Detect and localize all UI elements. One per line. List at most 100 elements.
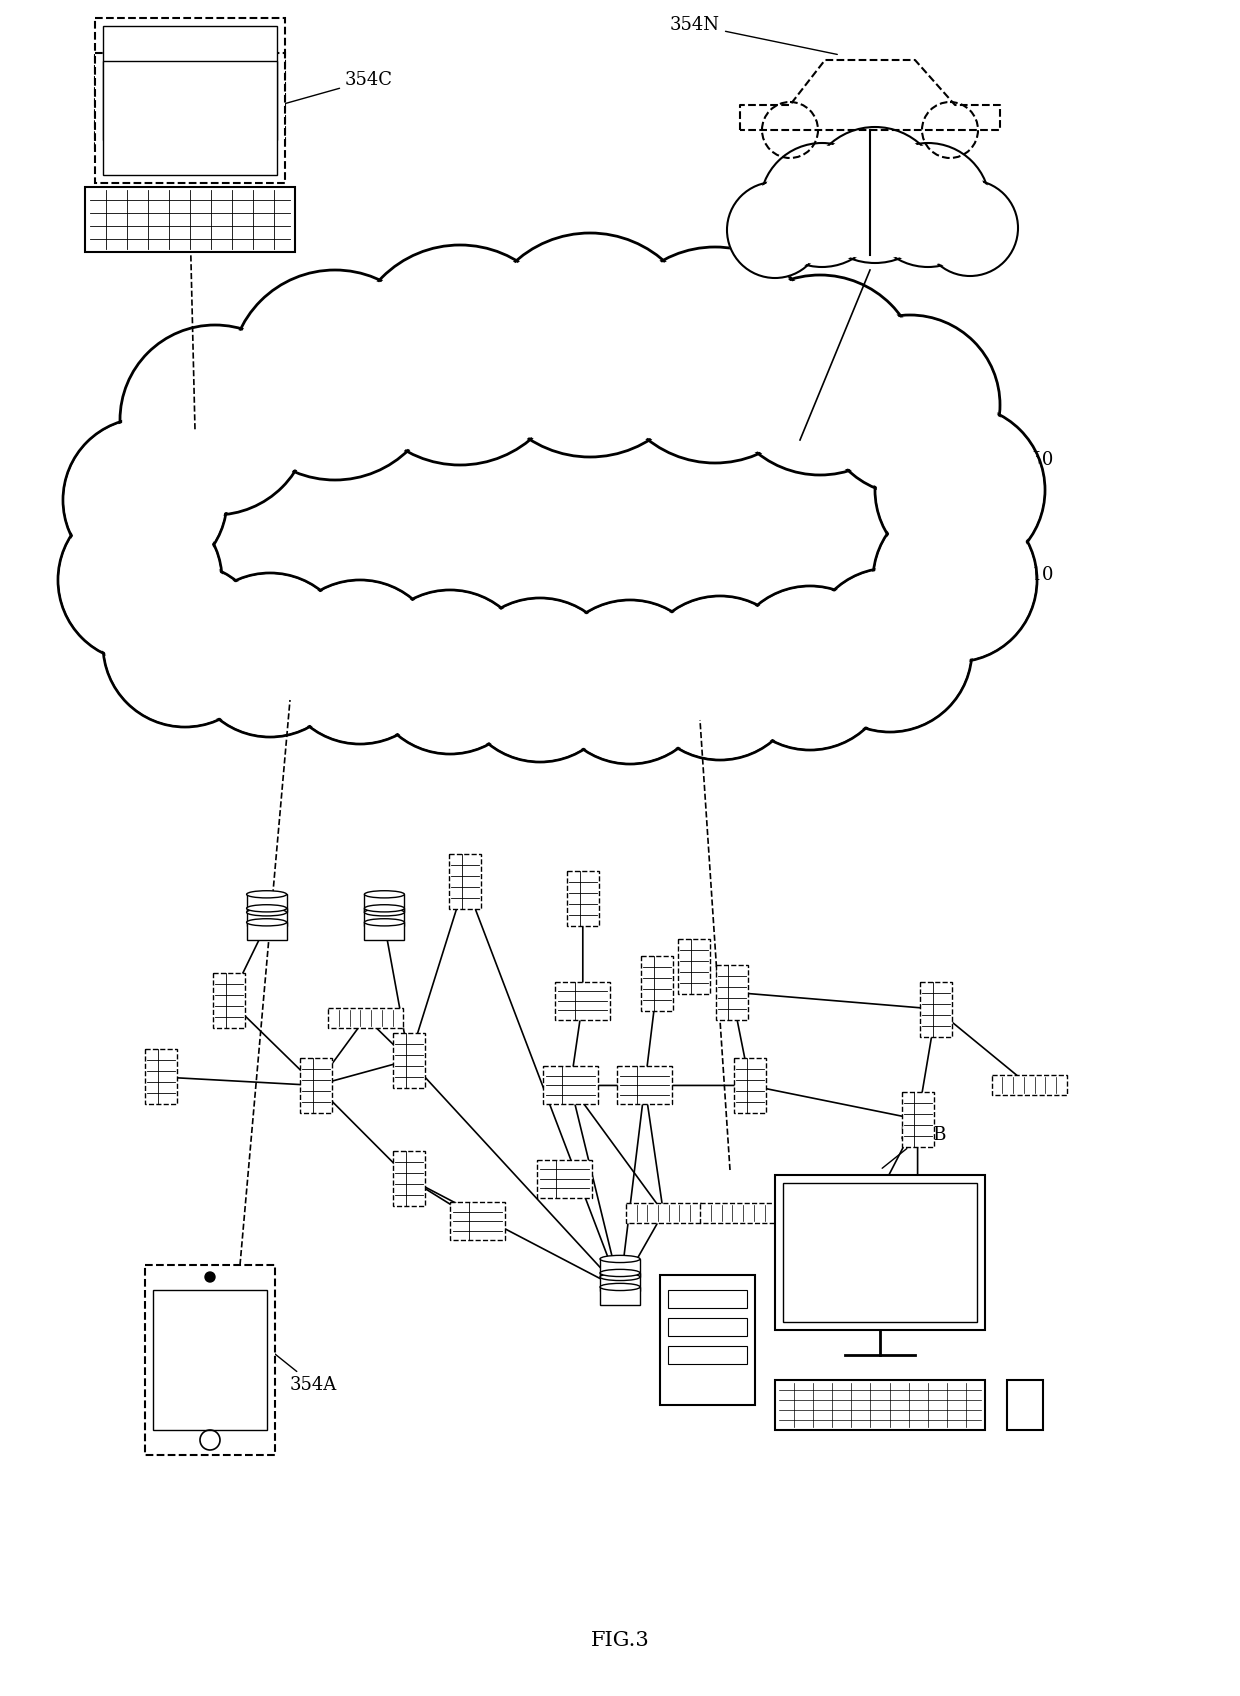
Circle shape [811, 131, 940, 259]
Circle shape [729, 185, 821, 275]
Circle shape [728, 587, 892, 750]
Bar [660, 1275, 755, 1404]
Circle shape [477, 232, 702, 456]
Circle shape [105, 565, 264, 724]
Bar [556, 982, 610, 1019]
Circle shape [481, 236, 698, 453]
Circle shape [610, 251, 820, 460]
Bar [668, 1291, 746, 1308]
Bar [701, 1202, 775, 1223]
Bar [103, 25, 277, 139]
Circle shape [120, 326, 310, 516]
Circle shape [353, 248, 567, 461]
Text: FIG.3: FIG.3 [590, 1630, 650, 1650]
Circle shape [808, 568, 972, 733]
Circle shape [727, 181, 823, 278]
Bar [543, 1067, 598, 1104]
Bar [782, 1184, 977, 1321]
Circle shape [278, 580, 441, 745]
Circle shape [873, 499, 1037, 661]
Circle shape [123, 327, 308, 512]
Bar [715, 965, 748, 1019]
Circle shape [641, 599, 800, 758]
Circle shape [350, 244, 570, 465]
Bar [153, 1291, 267, 1430]
Circle shape [548, 600, 712, 763]
Circle shape [233, 273, 436, 477]
Bar [626, 1202, 701, 1223]
Bar [95, 17, 285, 148]
Bar [901, 1194, 934, 1248]
Bar [600, 1287, 640, 1304]
Circle shape [61, 500, 219, 660]
Bar [678, 940, 711, 994]
Bar [365, 894, 404, 912]
Circle shape [63, 417, 227, 582]
Bar [103, 61, 277, 175]
Ellipse shape [365, 890, 404, 897]
Bar [449, 855, 481, 909]
Circle shape [460, 600, 620, 760]
Bar [365, 923, 404, 940]
Bar [668, 1318, 746, 1336]
Ellipse shape [247, 904, 286, 912]
Bar [992, 1075, 1066, 1096]
Circle shape [368, 590, 532, 755]
Bar [920, 982, 952, 1036]
Ellipse shape [600, 1269, 640, 1277]
Bar [145, 1265, 275, 1455]
Text: 354C: 354C [283, 71, 393, 103]
Circle shape [280, 582, 439, 741]
Ellipse shape [247, 909, 286, 916]
Bar [393, 1152, 425, 1206]
Circle shape [551, 602, 709, 762]
Bar [641, 957, 673, 1011]
Bar [145, 1050, 177, 1104]
Bar [775, 1381, 985, 1430]
Circle shape [66, 421, 224, 580]
Bar [823, 1233, 863, 1252]
Ellipse shape [600, 1284, 640, 1291]
Ellipse shape [823, 1248, 863, 1255]
Circle shape [730, 589, 889, 748]
Bar [600, 1274, 640, 1291]
Circle shape [866, 142, 990, 266]
Text: 354A: 354A [272, 1352, 337, 1394]
Ellipse shape [823, 1230, 863, 1236]
Ellipse shape [823, 1243, 863, 1252]
Bar [775, 1175, 985, 1330]
Ellipse shape [823, 1258, 863, 1265]
Bar [567, 872, 599, 926]
Bar [86, 187, 295, 253]
Text: 354N: 354N [670, 15, 837, 54]
Circle shape [878, 407, 1043, 573]
Circle shape [875, 405, 1045, 575]
Bar [823, 1248, 863, 1265]
Bar [537, 1160, 591, 1197]
Bar [247, 923, 286, 940]
Circle shape [371, 592, 529, 751]
Circle shape [205, 1272, 215, 1282]
Bar [1007, 1381, 1043, 1430]
Circle shape [923, 180, 1018, 276]
Bar [95, 53, 285, 183]
Ellipse shape [600, 1274, 640, 1280]
Circle shape [103, 563, 267, 728]
Bar [668, 1347, 746, 1364]
Ellipse shape [247, 890, 286, 897]
Circle shape [723, 278, 918, 471]
Ellipse shape [600, 1255, 640, 1262]
Circle shape [875, 500, 1034, 660]
Bar [393, 1033, 425, 1087]
Circle shape [229, 270, 440, 480]
Circle shape [811, 570, 970, 729]
Bar [247, 909, 286, 926]
Circle shape [807, 127, 942, 263]
Circle shape [458, 599, 622, 762]
Circle shape [608, 248, 823, 463]
Bar [300, 1058, 332, 1113]
Circle shape [720, 275, 920, 475]
Circle shape [760, 142, 884, 266]
Circle shape [188, 573, 352, 738]
Bar [365, 909, 404, 926]
